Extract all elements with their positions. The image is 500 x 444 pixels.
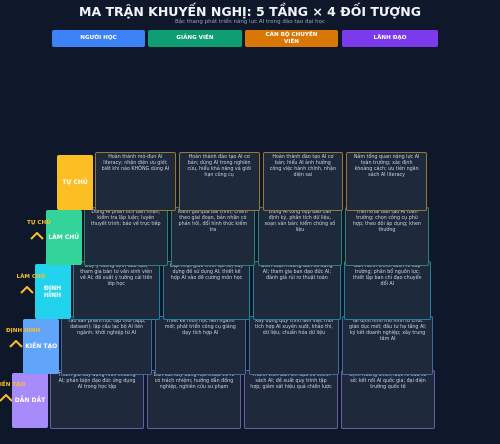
- matrix-cell: Hoàn thành đào tạo AI cơ bản; hiểu AI ản…: [262, 152, 344, 211]
- matrix-cell: Thành viên ban chỉ đạo về chính sách AI;…: [244, 370, 338, 429]
- matrix-cell: Hoàn thành mô-đun AI literacy; nhận diện…: [95, 152, 176, 211]
- matrix-cell: Tham gia xây dựng hiến chương AI; phản b…: [50, 370, 144, 429]
- matrix-cell: Tái định hình mô hình tổ chức giáo dục m…: [342, 315, 433, 375]
- step-arrow: [9, 340, 23, 348]
- matrix-cell: Biên soạn hướng dẫn sử dụng AI; tham gia…: [253, 261, 341, 320]
- matrix-cell: Đẩy ý tưởng định đào tạo; tham gia bàn t…: [72, 261, 160, 320]
- matrix-cell: Ban hành chính sách AI cấp trường; phân …: [343, 261, 431, 320]
- level-label: ĐỊNH HÌNH: [34, 264, 71, 319]
- matrix-cell: Xây dựng quy trình làm việc mới tích hợp…: [248, 315, 340, 375]
- level-label: TỰ CHỦ: [57, 155, 93, 210]
- matrix-cell: Thiết kế môn học liên ngành mới; phát tr…: [154, 315, 246, 375]
- step-arrow: [0, 394, 13, 402]
- step-arrow: [19, 286, 34, 294]
- matrix-cell: Nắm tổng quan năng lực AI toàn trường; x…: [346, 152, 427, 211]
- column-header: LÃNH ĐẠO: [342, 30, 438, 47]
- matrix-cell: Triển khai đào tạo AI toàn trường; chọn …: [344, 206, 429, 266]
- matrix-cell: Dẫn dắt xây dựng học thuật về AI có trác…: [147, 370, 241, 429]
- matrix-cell: Định hướng chiến lược AI của cơ sở; kết …: [341, 370, 435, 429]
- matrix-cell: Tạo sản phẩm học tập mới (app, dataset);…: [61, 315, 152, 375]
- step-label: LÀM CHỦ: [16, 274, 46, 280]
- step-label: KIẾN TẠO: [0, 382, 26, 388]
- step-arrow: [30, 232, 44, 240]
- step-label: TỰ CHỦ: [27, 220, 51, 226]
- column-header: NGƯỜI HỌC: [52, 30, 145, 47]
- level-label: KIẾN TẠO: [23, 318, 60, 374]
- column-header: GIẢNG VIÊN: [148, 30, 242, 47]
- step-label: ĐỊNH HÌNH: [6, 328, 41, 334]
- matrix-cell: Hoàn thành đào tạo AI cơ bản; dùng AI tr…: [178, 152, 260, 211]
- matrix-cell: Cập nhật giáo trình lực số; xây dựng đề …: [162, 261, 251, 320]
- matrix-cell: Dùng AI tổng hợp báo cáo định kỳ, phân t…: [257, 206, 342, 266]
- column-header: CÁN BỘ CHUYÊN VIÊN: [245, 30, 338, 47]
- subtitle: Bậc thang phát triển năng lực AI trong đ…: [175, 19, 325, 25]
- level-label: DẪN DẮT: [12, 373, 48, 428]
- title: MA TRẬN KHUYẾN NGHỊ: 5 TẦNG × 4 ĐỐI TƯỢN…: [79, 4, 421, 19]
- level-label: LÀM CHỦ: [45, 209, 82, 265]
- matrix-cell: Kiểm giá qua bài trình; chấm theo giai đ…: [170, 206, 255, 266]
- matrix-cell: Dùng AI phân tích bản nhận; kiểm tra lập…: [83, 206, 168, 266]
